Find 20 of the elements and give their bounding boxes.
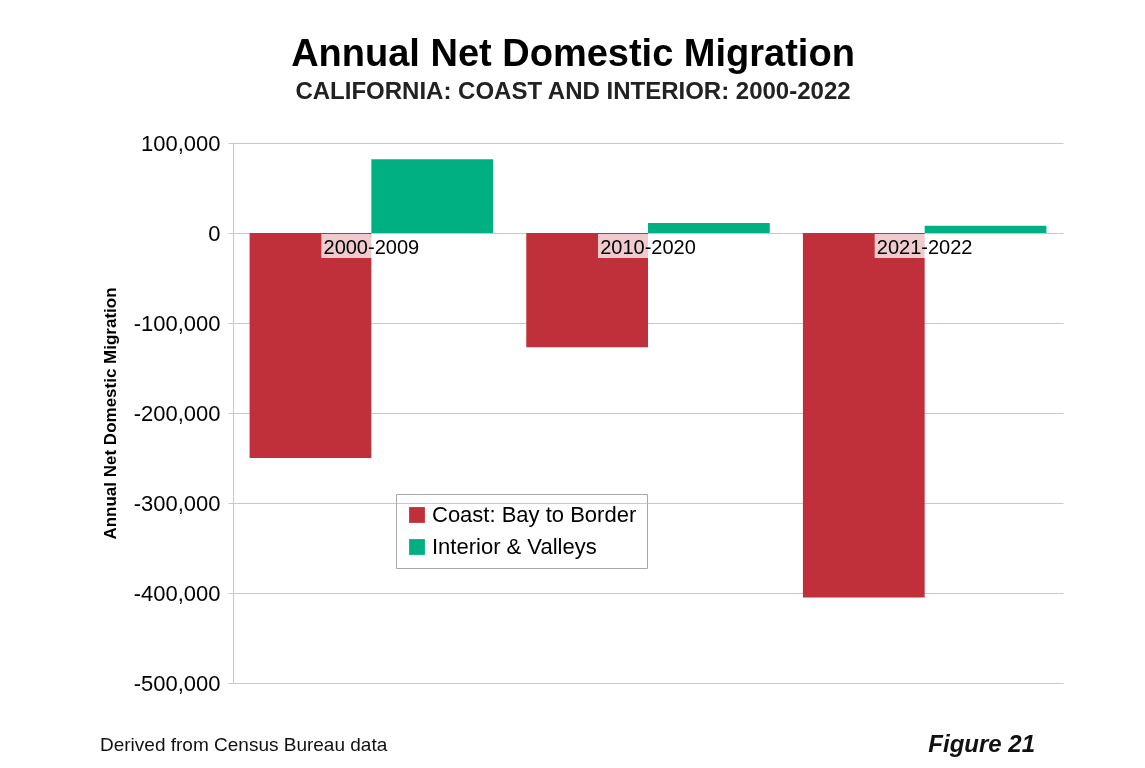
bar [924, 225, 1047, 233]
y-tick-label: 0 [208, 220, 221, 246]
x-tick-label: 2021-2022 [876, 235, 973, 258]
bar [371, 159, 494, 233]
y-tick-label: -200,000 [133, 400, 221, 426]
bar [648, 223, 770, 233]
y-tick-label: -400,000 [133, 580, 221, 606]
y-tick-label: -500,000 [133, 670, 221, 696]
x-tick-label: 2010-2020 [600, 235, 696, 258]
y-tick-label: -100,000 [133, 310, 221, 336]
text: Derived from Census Bureau data [100, 734, 388, 756]
y-tick-label: 100,000 [140, 130, 221, 156]
caption: Figure 21 [928, 730, 1035, 758]
chart-subtitle: CALIFORNIA: COAST AND INTERIOR: 2000-2022 [295, 77, 851, 104]
y-tick-label: -300,000 [133, 490, 221, 516]
legend-label: Interior & Valleys [432, 534, 597, 559]
chart-title: Annual Net Domestic Migration [291, 32, 855, 74]
legend-label: Coast: Bay to Border [432, 502, 637, 527]
x-tick-label: 2000-2009 [323, 235, 420, 258]
y-axis-title: Annual Net Domestic Migration [100, 287, 120, 540]
